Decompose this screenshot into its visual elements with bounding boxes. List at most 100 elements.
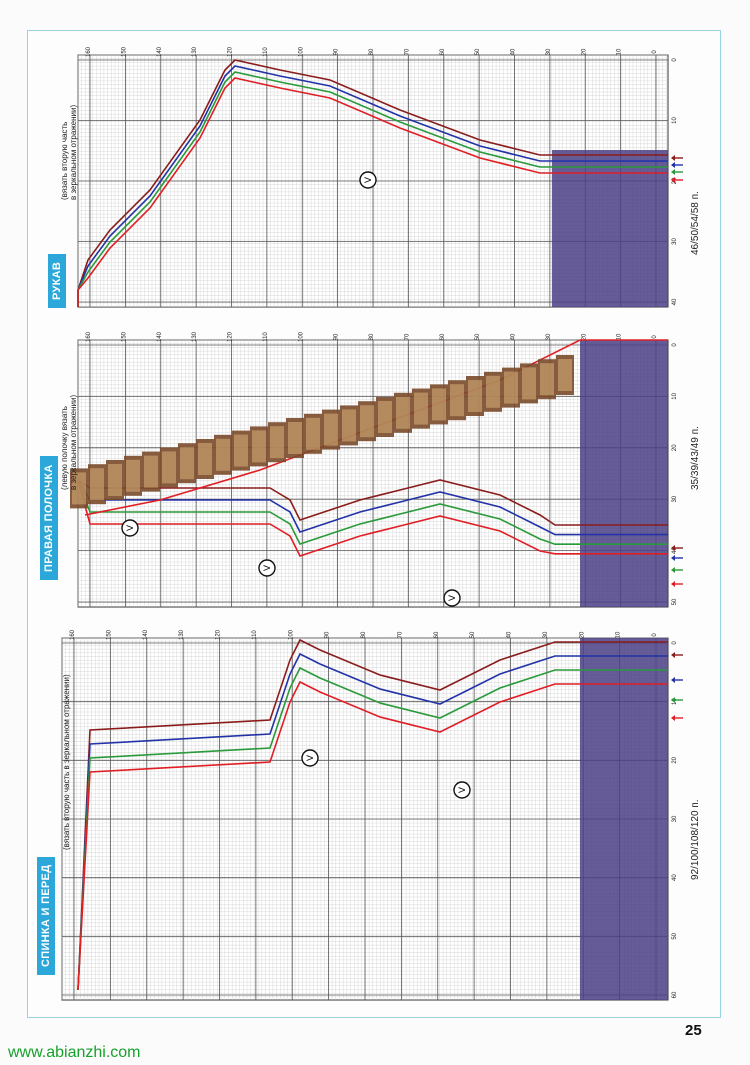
back-front-stitch-count: 92/100/108/120 п.: [690, 799, 701, 880]
button-band-inner: [90, 468, 104, 501]
button-band-inner: [234, 434, 248, 467]
button-band-inner: [486, 375, 500, 408]
button-band-inner: [288, 422, 302, 454]
right-front-row-tick-label: 120: [228, 331, 234, 342]
sleeve-row-tick-label: 0: [652, 50, 658, 54]
button-band-inner: [342, 409, 356, 442]
button-band-inner: [180, 447, 194, 480]
back-front-row-tick-label: 80: [361, 631, 367, 638]
back-front-note: (вязать вторую часть в зеркальном отраже…: [62, 674, 71, 850]
size-arrow-head: [671, 555, 675, 561]
size-arrow-head: [671, 545, 675, 551]
button-band-inner: [306, 417, 320, 450]
button-band-inner: [468, 380, 482, 412]
right-front-stitch-tick-label: 20: [672, 444, 678, 451]
size-arrow-head: [671, 581, 675, 587]
pattern-symbol-circle: [453, 781, 471, 799]
pattern-symbol-glyph: V: [306, 754, 316, 761]
back-front-row-tick-label: 60: [434, 631, 440, 638]
button-band-inner: [144, 455, 158, 488]
right-front-row-tick-label: 90: [334, 333, 340, 340]
right-front-row-tick-label: 40: [511, 333, 517, 340]
pattern-symbol-circle: [121, 519, 139, 537]
right-front-outline-size-1: [77, 479, 668, 526]
back-front-row-tick-label: 120: [216, 629, 222, 640]
right-front-row-tick-label: 140: [157, 331, 163, 342]
sleeve-stitch-count: 46/50/54/58 п.: [690, 191, 701, 255]
pattern-symbol-glyph: V: [458, 786, 468, 793]
button-band-inner: [450, 384, 464, 417]
back-front-row-tick-label: 140: [143, 629, 149, 640]
right-front-stitch-tick-label: 10: [672, 392, 678, 399]
back-front-row-tick-label: 30: [543, 631, 549, 638]
sleeve-row-tick-label: 20: [581, 48, 587, 55]
button-band-inner: [72, 472, 86, 505]
pattern-symbol-glyph: V: [126, 524, 136, 531]
sleeve-stitch-tick-label: 40: [672, 298, 678, 305]
right-front-row-tick-label: 60: [440, 333, 446, 340]
size-arrow-head: [671, 677, 675, 683]
button-band-inner: [108, 464, 122, 496]
back-front-stitch-tick-label: 60: [672, 991, 678, 998]
pattern-symbol-circle: [258, 559, 276, 577]
back-front-stitch-tick-label: 0: [672, 641, 678, 645]
back-front-outline-size-4: [77, 680, 668, 991]
sleeve-outline-size-3: [77, 71, 668, 307]
sleeve-row-tick-label: 120: [228, 46, 234, 57]
right-front-stitch-tick-label: 0: [672, 343, 678, 347]
sleeve-row-tick-label: 100: [298, 46, 304, 57]
button-band-inner: [360, 405, 374, 438]
back-front-row-tick-label: 20: [579, 631, 585, 638]
size-arrow-head: [671, 567, 675, 573]
right-front-row-tick-label: 110: [263, 332, 269, 342]
sleeve-row-tick-label: 140: [157, 46, 163, 57]
button-band-inner: [414, 392, 428, 425]
back-front-row-tick-label: 40: [507, 631, 513, 638]
button-band-inner: [162, 451, 176, 484]
right-front-row-tick-label: 100: [298, 331, 304, 342]
button-band-inner: [270, 426, 284, 459]
right-front-outline-size-2: [77, 479, 668, 536]
size-arrow-head: [671, 177, 675, 183]
back-front-stitch-tick-label: 30: [672, 815, 678, 822]
button-band-inner: [198, 443, 212, 475]
back-front-row-tick-label: 70: [397, 631, 403, 638]
back-front-row-tick-label: 50: [470, 631, 476, 638]
right-front-row-tick-label: 130: [192, 331, 198, 342]
back-front-outline-size-2: [77, 652, 668, 991]
right-front-stitch-count: 35/39/43/49 п.: [690, 426, 701, 490]
right-front-row-tick-label: 70: [404, 333, 410, 340]
sleeve-row-tick-label: 160: [86, 46, 92, 57]
button-band-inner: [432, 388, 446, 421]
right-front-row-tick-label: 0: [652, 335, 658, 339]
right-front-row-tick-label: 10: [617, 333, 623, 340]
right-front-row-tick-label: 150: [121, 331, 127, 342]
size-arrow-head: [671, 162, 675, 168]
back-front-row-tick-label: 100: [288, 629, 294, 640]
size-arrow-head: [671, 169, 675, 175]
sleeve-rib-band: [552, 150, 668, 307]
sleeve-row-tick-label: 130: [192, 46, 198, 57]
sleeve-title: РУКАВ: [48, 253, 66, 308]
back-front-stitch-tick-label: 50: [672, 932, 678, 939]
button-band-inner: [396, 396, 410, 429]
watermark: www.abianzhi.com: [8, 1044, 141, 1061]
right-front-row-tick-label: 160: [86, 331, 92, 342]
back-front-row-tick-label: 160: [70, 629, 76, 640]
pattern-symbol-glyph: V: [364, 176, 374, 183]
right-front-stitch-tick-label: 30: [672, 495, 678, 502]
button-band-inner: [522, 367, 536, 400]
sleeve-note: (вязать вторую часть в зеркальном отраже…: [60, 104, 78, 200]
right-front-stitch-tick-label: 50: [672, 598, 678, 605]
right-front-row-tick-label: 30: [546, 333, 552, 340]
button-band-inner: [126, 459, 140, 492]
pattern-symbol-glyph: V: [448, 594, 458, 601]
back-front-rib-band: [580, 638, 668, 1000]
sleeve-outline-size-4: [77, 77, 668, 307]
right-front-outline-size-4: [77, 479, 668, 557]
back-front-row-tick-label: 10: [616, 631, 622, 638]
button-band-inner: [540, 363, 554, 396]
sleeve-row-tick-label: 150: [121, 46, 127, 57]
sleeve-row-tick-label: 70: [404, 48, 410, 55]
